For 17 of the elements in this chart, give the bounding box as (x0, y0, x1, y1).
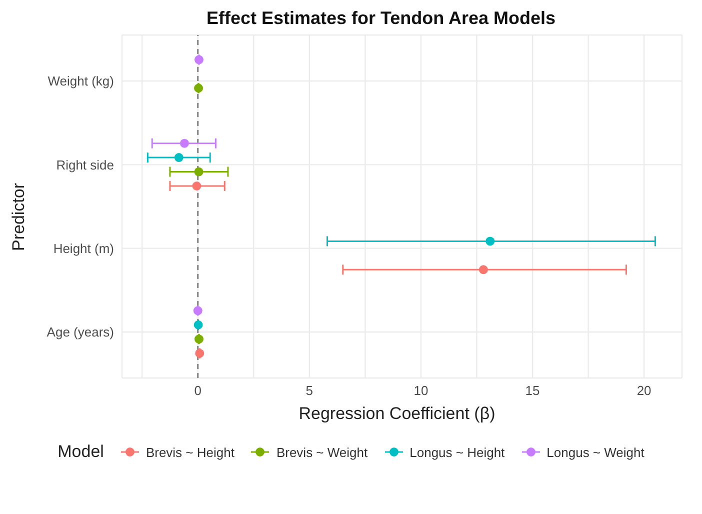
x-tick-label: 20 (636, 383, 652, 398)
legend-label: Brevis ~ Height (146, 444, 234, 460)
y-axis-title: Predictor (9, 182, 29, 251)
y-tick-label: Age (years) (46, 324, 114, 340)
y-tick-label: Right side (56, 157, 114, 172)
y-tick-label: Weight (kg) (48, 74, 114, 89)
legend-label: Longus ~ Weight (546, 444, 644, 460)
x-tick-label: 5 (306, 383, 314, 398)
y-tick-label: Height (m) (53, 240, 114, 256)
chart-title: Effect Estimates for Tendon Area Models (205, 8, 557, 29)
x-tick-label: 15 (525, 383, 540, 398)
legend-label: Brevis ~ Weight (276, 444, 368, 460)
legend-title: Model (58, 442, 104, 462)
legend-label: Longus ~ Height (410, 444, 505, 460)
x-tick-label: 0 (194, 383, 202, 398)
x-axis-title: Regression Coefficient (β) (298, 404, 496, 424)
x-tick-label: 10 (414, 383, 428, 398)
